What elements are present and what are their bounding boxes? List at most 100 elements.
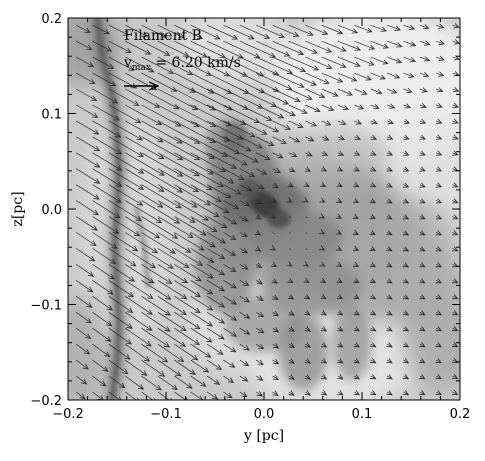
velocity-vector — [239, 327, 250, 334]
velocity-vector — [190, 280, 213, 294]
velocity-vector — [141, 280, 171, 299]
velocity-vector — [125, 375, 143, 389]
velocity-vector — [322, 360, 327, 363]
velocity-vector — [174, 120, 215, 143]
x-tick-label: −0.2 — [52, 407, 84, 422]
velocity-vector — [141, 359, 165, 376]
velocity-vector — [223, 88, 263, 108]
velocity-vector — [387, 233, 392, 235]
velocity-vector — [141, 232, 176, 254]
velocity-vector — [354, 40, 374, 49]
velocity-vector — [174, 168, 211, 190]
velocity-vector — [387, 280, 392, 282]
velocity-vector — [157, 375, 177, 389]
velocity-vector — [404, 392, 409, 395]
velocity-vector — [190, 56, 230, 76]
vmax-subscript: max — [132, 63, 151, 73]
velocity-vector — [76, 248, 94, 261]
velocity-vector — [305, 104, 320, 112]
velocity-vector — [174, 152, 213, 174]
velocity-vector — [206, 312, 224, 323]
velocity-vector — [338, 185, 342, 187]
velocity-vector — [452, 41, 460, 43]
velocity-vector — [157, 184, 197, 208]
velocity-vector — [174, 56, 211, 75]
velocity-vector — [223, 312, 237, 320]
velocity-vector — [288, 232, 291, 234]
velocity-vector — [256, 88, 288, 104]
velocity-vector — [206, 136, 239, 154]
velocity-vector — [223, 232, 236, 240]
velocity-vector — [386, 40, 402, 46]
velocity-vector — [452, 57, 460, 59]
velocity-vector — [108, 375, 125, 388]
velocity-vector — [354, 88, 366, 94]
velocity-vector — [288, 248, 292, 251]
velocity-vector — [157, 232, 191, 253]
velocity-vector — [108, 296, 133, 312]
velocity-vector — [371, 217, 375, 219]
velocity-vector — [256, 296, 263, 300]
velocity-vector — [141, 264, 172, 283]
velocity-vector — [403, 25, 415, 29]
velocity-vector — [337, 121, 346, 124]
velocity-vector — [387, 217, 392, 219]
velocity-vector — [76, 72, 95, 83]
velocity-vector — [436, 137, 441, 139]
velocity-vector — [76, 120, 98, 134]
velocity-vector — [239, 280, 249, 285]
velocity-vector — [223, 216, 237, 224]
velocity-vector — [354, 169, 359, 171]
velocity-vector — [436, 280, 441, 282]
velocity-vector — [420, 312, 425, 315]
velocity-vector — [322, 328, 327, 331]
velocity-vector — [141, 88, 179, 109]
velocity-vector — [141, 184, 182, 208]
velocity-vector — [419, 121, 426, 123]
density-blob — [68, 294, 108, 400]
y-tick-label: 0.0 — [41, 203, 62, 218]
velocity-vector — [108, 136, 143, 157]
velocity-vector — [92, 248, 116, 264]
velocity-vector — [371, 264, 375, 266]
velocity-vector — [289, 296, 294, 299]
velocity-vector — [272, 120, 291, 129]
velocity-vector — [125, 343, 149, 361]
velocity-vector — [305, 201, 308, 202]
velocity-vector — [420, 233, 425, 235]
velocity-vector — [75, 343, 89, 354]
velocity-vector — [157, 72, 195, 92]
velocity-vector — [419, 89, 427, 92]
velocity-vector — [190, 264, 213, 278]
velocity-vector — [338, 344, 343, 347]
velocity-vector — [453, 137, 458, 139]
velocity-vector — [321, 72, 343, 82]
velocity-vector — [190, 375, 206, 386]
velocity-vector — [436, 360, 441, 363]
velocity-vector — [337, 72, 357, 81]
velocity-vector — [404, 344, 409, 347]
velocity-vector — [453, 233, 458, 235]
velocity-vector — [436, 233, 441, 235]
velocity-vector — [190, 327, 212, 342]
density-blob — [332, 304, 372, 381]
y-tick-label: 0.1 — [41, 108, 62, 123]
velocity-vector — [354, 249, 358, 251]
velocity-vector — [108, 327, 131, 344]
velocity-vector — [436, 264, 441, 266]
velocity-vector — [305, 56, 331, 68]
velocity-vector — [272, 169, 281, 173]
velocity-vector — [141, 343, 168, 362]
velocity-vector — [223, 280, 237, 288]
velocity-vector — [288, 120, 303, 128]
velocity-vector — [354, 233, 358, 235]
velocity-vector — [256, 104, 283, 118]
x-axis-title: y [pc] — [243, 428, 284, 444]
velocity-vector — [223, 391, 232, 398]
velocity-vector — [387, 249, 392, 251]
velocity-vector — [223, 40, 260, 58]
density-blob — [273, 123, 392, 181]
velocity-vector — [141, 312, 170, 331]
velocity-vector — [239, 168, 255, 177]
velocity-vector — [322, 185, 326, 187]
